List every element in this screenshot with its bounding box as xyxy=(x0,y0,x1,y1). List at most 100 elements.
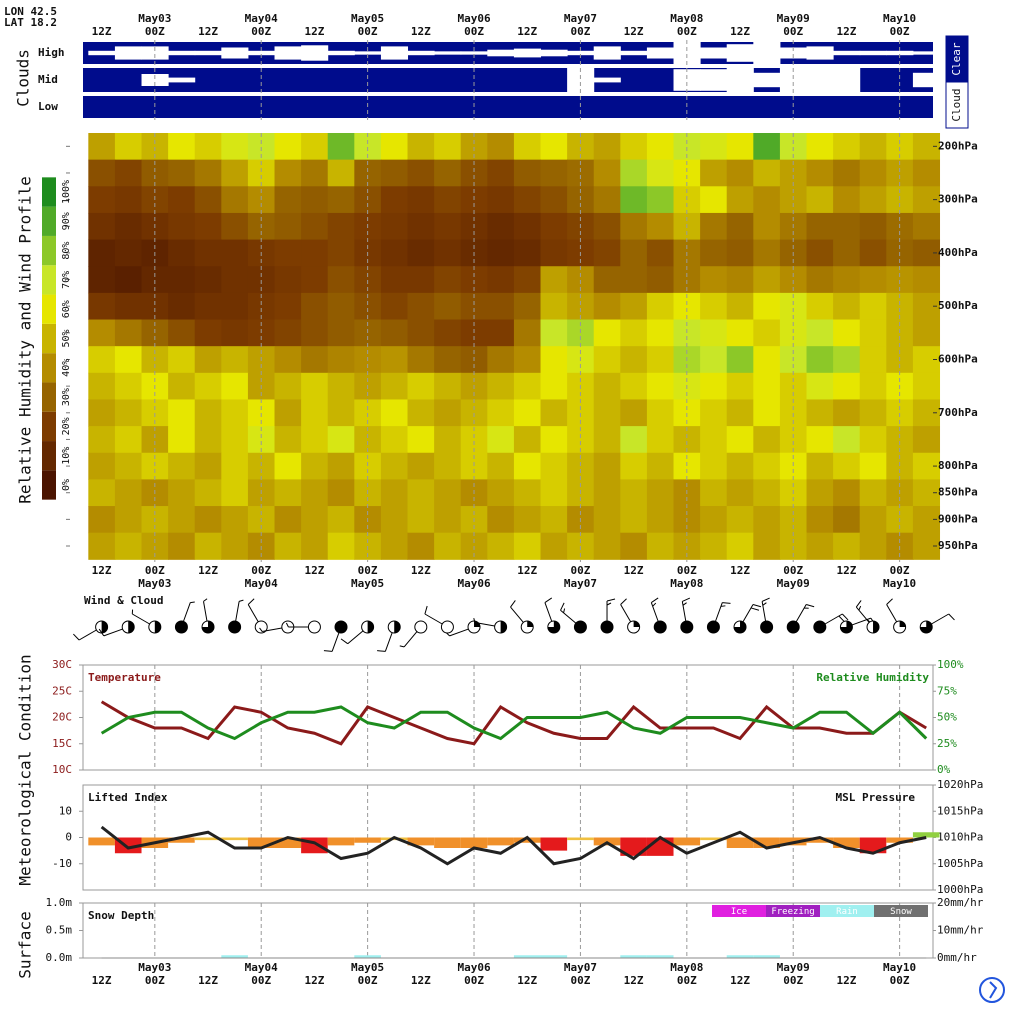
rh-cell xyxy=(753,133,781,161)
rh-cell xyxy=(646,266,675,294)
cloud-cell xyxy=(247,50,276,56)
cloud-row-bg xyxy=(83,96,933,118)
clock-icon[interactable] xyxy=(979,977,1005,1003)
precip-legend-label: Freezing xyxy=(771,907,814,917)
cloud-cell xyxy=(114,46,143,60)
x-date-label: May09 xyxy=(777,961,810,974)
li-bar xyxy=(726,837,754,848)
colorbar-label: 20% xyxy=(61,417,72,435)
y2-tick-label: 0% xyxy=(937,763,951,776)
rh-cell xyxy=(726,346,754,374)
rh-cell xyxy=(274,186,302,214)
y2-tick-label: 100% xyxy=(937,658,964,671)
rh-cell xyxy=(487,506,515,534)
rh-cell xyxy=(88,186,116,214)
li-bar xyxy=(168,837,195,843)
rh-cell xyxy=(407,159,435,187)
rh-cell xyxy=(301,346,329,374)
rain-bar xyxy=(646,955,674,958)
rh-cell xyxy=(88,212,116,241)
rh-cell xyxy=(700,399,728,427)
rh-cell xyxy=(88,346,116,374)
rh-cell xyxy=(753,186,781,214)
x-tick-label: 00Z xyxy=(783,974,803,987)
rh-cell xyxy=(221,212,249,241)
rh-cell xyxy=(407,346,435,374)
rh-cell xyxy=(487,239,515,267)
li-bar xyxy=(221,837,248,841)
rh-cell xyxy=(833,212,861,241)
legend-cloud xyxy=(945,81,969,129)
surface-label: Surface xyxy=(16,911,35,978)
rh-cell xyxy=(540,159,568,187)
x-tick-label: 12Z xyxy=(411,974,431,987)
rh-cell xyxy=(806,399,834,427)
rh-cell xyxy=(620,292,648,321)
cloud-row-label: High xyxy=(38,46,65,59)
rh-cell xyxy=(301,239,329,267)
cloud-cell xyxy=(327,50,355,56)
rh-cell xyxy=(513,159,542,187)
rh-cell xyxy=(327,426,355,454)
x-tick-label: 00Z xyxy=(251,25,271,38)
x-date-label: May07 xyxy=(564,577,597,590)
cloud-fill xyxy=(840,621,853,633)
colorbar-cell xyxy=(42,265,56,295)
rh-cell xyxy=(593,346,621,374)
wind-barb xyxy=(510,600,524,623)
x-tick-label: 00Z xyxy=(251,564,271,577)
x-tick-label: 12Z xyxy=(92,25,112,38)
rh-cell xyxy=(753,506,781,534)
wind-barb xyxy=(715,602,731,622)
rh-cell xyxy=(380,266,409,294)
rh-cell xyxy=(859,159,887,187)
y2-tick-label: 20mm/hr xyxy=(937,896,984,909)
cloud-row-label: Low xyxy=(38,100,58,113)
wind-barb xyxy=(886,598,898,623)
rh-cell xyxy=(88,452,116,480)
x-tick-label: 00Z xyxy=(890,974,910,987)
cloud-cell xyxy=(673,42,701,64)
rh-cell xyxy=(593,452,621,480)
rh-cell xyxy=(646,426,675,454)
precip-legend-swatch xyxy=(820,905,874,917)
x-tick-label: 12Z xyxy=(624,564,644,577)
rh-cell xyxy=(700,506,728,534)
rh-cell xyxy=(620,372,648,400)
rh-cell xyxy=(194,266,222,294)
rh-cell xyxy=(301,319,329,347)
rh-cell xyxy=(380,159,409,187)
rh-cell xyxy=(726,372,754,400)
rh-cell xyxy=(806,133,834,161)
lon: LON 42.5 xyxy=(4,5,57,18)
wind-barb xyxy=(681,597,691,622)
x-tick-label: 12Z xyxy=(92,564,112,577)
rh-cell xyxy=(540,239,568,267)
rh-cell xyxy=(380,399,409,427)
li-bar xyxy=(354,837,381,843)
rh-cell xyxy=(859,479,887,507)
y-tick-label: 0.5m xyxy=(46,924,73,937)
precip-legend-label: Ice xyxy=(731,907,747,917)
rh-cell xyxy=(806,426,834,454)
rh-cell xyxy=(859,506,887,534)
rh-cell xyxy=(859,239,887,267)
rh-cell xyxy=(301,292,329,321)
rh-cell xyxy=(540,186,568,214)
series-label: Temperature xyxy=(88,671,161,684)
x-date-label: May03 xyxy=(138,12,171,25)
rh-cell xyxy=(593,266,621,294)
li-bar xyxy=(194,837,222,841)
rh-cell xyxy=(833,346,861,374)
rh-cell xyxy=(593,159,621,187)
rh-cell xyxy=(274,212,302,241)
rh-cell xyxy=(859,212,887,241)
cloud-fill xyxy=(101,621,108,633)
rh-cell xyxy=(221,399,249,427)
rh-cell xyxy=(88,372,116,400)
rh-cell xyxy=(114,186,143,214)
wind-barb xyxy=(399,631,418,648)
rh-cell xyxy=(168,346,196,374)
wind-barb xyxy=(544,597,553,622)
rain-bar xyxy=(540,955,568,958)
